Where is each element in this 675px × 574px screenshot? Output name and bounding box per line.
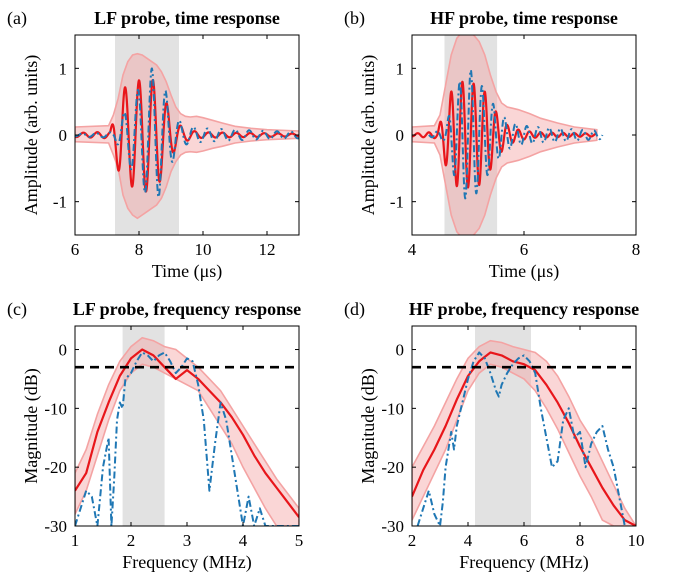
y-axis-label: Amplitude (arb. units)	[358, 55, 379, 215]
mean-response-line	[75, 348, 299, 518]
chart-panel: 4 6 8 -1 0 1 Time (μs) Amplitude (arb. units) (b…	[344, 8, 640, 282]
panel-title: LF probe, frequency response	[73, 299, 301, 319]
panel-label: (a)	[7, 8, 27, 29]
x-tick-label: 8	[576, 531, 585, 550]
y-tick-label: 0	[59, 126, 68, 145]
plot-area	[75, 52, 299, 220]
measured-response-line	[416, 351, 626, 526]
chart-panel: 1 2 3 4 5 -30 -20 -10 0 Frequency (MHz) Magnitude …	[7, 299, 303, 573]
x-tick-label: 5	[295, 531, 304, 550]
x-tick-label: 12	[259, 240, 276, 259]
y-tick-label: -20	[44, 458, 67, 477]
x-tick-label: 6	[520, 531, 529, 550]
x-tick-label: 10	[628, 531, 645, 550]
x-axis-label: Time (μs)	[152, 261, 223, 282]
panel-title: HF probe, time response	[430, 8, 618, 28]
x-tick-label: 8	[632, 240, 641, 259]
mean-response-line	[75, 78, 299, 193]
y-tick-label: -20	[381, 458, 404, 477]
y-tick-label: 1	[59, 59, 68, 78]
confidence-band	[75, 52, 299, 220]
y-tick-label: 1	[396, 59, 405, 78]
y-tick-label: 0	[59, 341, 68, 360]
panel-label: (b)	[344, 8, 365, 29]
x-tick-label: 1	[71, 531, 80, 550]
x-tick-label: 8	[135, 240, 144, 259]
panel-title: HF probe, frequency response	[409, 299, 639, 319]
mean-response-line	[412, 80, 598, 189]
y-tick-label: -1	[390, 193, 404, 212]
confidence-band	[75, 336, 299, 526]
x-tick-label: 2	[408, 531, 417, 550]
x-tick-label: 2	[127, 531, 136, 550]
y-tick-label: -30	[44, 517, 67, 536]
plot-area	[412, 35, 604, 235]
y-tick-label: -30	[381, 517, 404, 536]
x-axis-label: Frequency (MHz)	[459, 552, 588, 573]
x-tick-label: 4	[239, 531, 248, 550]
x-axis-label: Time (μs)	[489, 261, 560, 282]
x-tick-label: 3	[183, 531, 192, 550]
x-tick-label: 10	[195, 240, 212, 259]
measured-response-line	[75, 351, 299, 526]
chart-panel: 2 4 6 8 10 -30 -20 -10 0 Frequency (MHz) Magnitude…	[344, 299, 645, 573]
panel-label: (c)	[7, 299, 27, 320]
y-tick-label: 0	[396, 341, 405, 360]
x-tick-label: 6	[520, 240, 529, 259]
panel-title: LF probe, time response	[94, 8, 280, 28]
chart-panel: 6 8 10 12 -1 0 1 Time (μs) Amplitude (arb. units…	[7, 8, 300, 282]
mean-response-line	[412, 351, 636, 526]
plot-area	[412, 339, 636, 526]
y-tick-label: -1	[53, 193, 67, 212]
y-tick-label: -10	[44, 399, 67, 418]
x-tick-label: 4	[408, 240, 417, 259]
plot-area	[75, 336, 299, 526]
y-axis-label: Amplitude (arb. units)	[21, 55, 42, 215]
panel-label: (d)	[344, 299, 365, 320]
measured-response-line	[427, 69, 604, 200]
y-axis-label: Magnitude (dB)	[358, 368, 379, 483]
y-tick-label: 0	[396, 126, 405, 145]
y-axis-label: Magnitude (dB)	[21, 368, 42, 483]
confidence-band	[412, 339, 636, 526]
x-tick-label: 6	[71, 240, 80, 259]
x-tick-label: 4	[464, 531, 473, 550]
x-axis-label: Frequency (MHz)	[122, 552, 251, 573]
y-tick-label: -10	[381, 399, 404, 418]
measured-response-line	[75, 67, 299, 199]
